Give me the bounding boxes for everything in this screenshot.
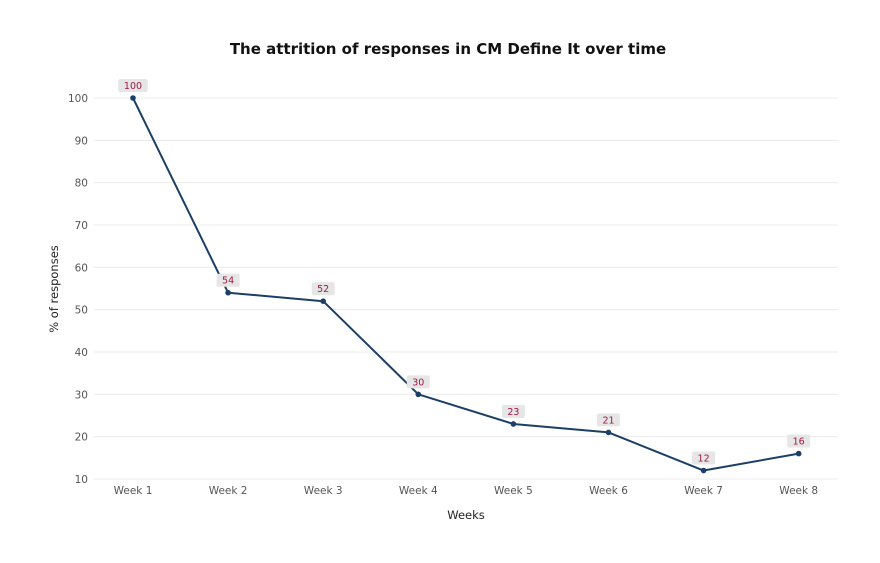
data-label-6: 21 [602,415,614,426]
x-tick-label-7: Week 7 [684,485,723,497]
data-point-8 [795,450,802,457]
data-label-bg-4 [406,375,430,389]
data-point-2 [225,289,231,296]
data-label-bg-3 [311,282,335,296]
data-label-5: 23 [507,407,519,418]
data-label-bg-6 [597,413,620,427]
data-point-3 [320,298,327,305]
y-axis-ticks: 10 20 30 40 50 60 70 80 90 100 [68,93,88,486]
data-label-bg-5 [501,404,525,418]
series-line [132,97,799,472]
x-tick-label-8: Week 8 [779,485,818,497]
y-tick-label-20: 20 [75,432,88,444]
data-labels: 100 54 52 30 23 21 12 16 [118,79,811,465]
data-point-6 [605,429,612,436]
data-label-7: 12 [698,454,710,465]
data-label-bg-8 [787,434,811,448]
y-tick-label-80: 80 [75,178,88,190]
x-axis-ticks: Week 1 Week 2 Week 3 Week 4 Week 5 Week 6 Week… [114,485,818,497]
data-point-7 [700,467,707,474]
x-tick-label-3: Week 3 [304,485,343,497]
data-point-1 [130,95,136,101]
y-axis-label: % of responses [47,245,61,333]
data-label-2: 54 [222,276,234,287]
y-tick-label-30: 30 [75,389,88,401]
data-point-4 [415,391,422,398]
y-tick-label-100: 100 [68,93,88,105]
x-axis-label: Weeks [447,508,485,522]
data-label-1: 100 [124,81,142,92]
x-tick-label-2: Week 2 [209,485,248,497]
data-label-8: 16 [793,437,805,448]
series-group [130,95,802,474]
data-label-bg-2 [216,273,240,287]
data-label-3: 52 [317,284,329,295]
y-tick-label-40: 40 [75,347,88,359]
y-tick-label-90: 90 [75,135,88,147]
data-label-4: 30 [412,377,424,388]
x-tick-label-6: Week 6 [589,485,628,497]
y-tick-label-70: 70 [75,220,88,232]
y-tick-label-10: 10 [75,474,88,486]
data-point-5 [510,421,517,427]
x-tick-label-1: Week 1 [114,485,153,497]
data-label-bg-1 [118,79,148,92]
y-tick-label-50: 50 [75,305,88,317]
x-tick-label-4: Week 4 [399,485,438,497]
x-tick-label-5: Week 5 [494,485,533,497]
chart-title: The attrition of responses in CM Define … [230,40,666,58]
gridlines [94,97,838,480]
y-tick-label-60: 60 [75,262,88,274]
data-label-bg-7 [692,451,716,465]
